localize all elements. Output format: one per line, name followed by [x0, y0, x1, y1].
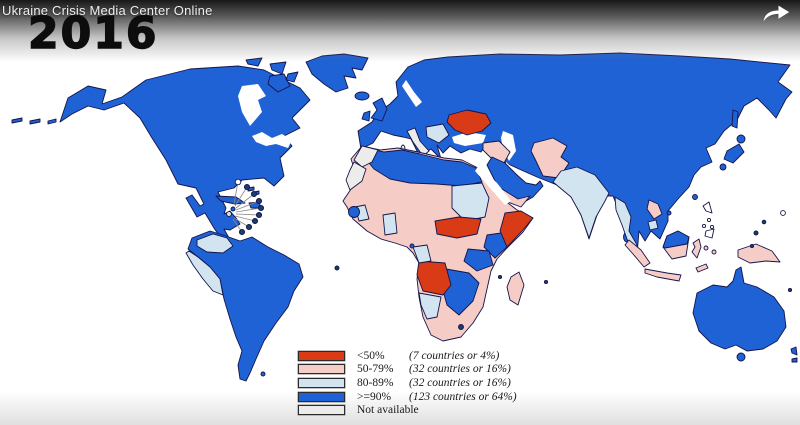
- legend-swatch-ge90: [298, 391, 345, 402]
- region-aleutians: [11, 117, 57, 125]
- legend-label: 80-89%: [357, 376, 394, 389]
- pacific-island-1: [753, 230, 759, 236]
- legend-swatch-50-79: [298, 364, 345, 375]
- region-senegal: [348, 206, 360, 218]
- island-markers: [238, 183, 265, 236]
- region-mauritius: [543, 279, 549, 285]
- region-ukraine: [446, 109, 492, 136]
- region-kenya: [483, 232, 508, 259]
- region-cape-verde: [334, 265, 340, 271]
- region-hainan: [666, 210, 672, 216]
- region-iceland: [354, 91, 370, 101]
- pacific-island-3: [749, 243, 755, 249]
- region-new-guinea: [737, 243, 781, 264]
- region-western-sahara: [345, 161, 367, 191]
- region-equatorial-guinea: [409, 243, 415, 249]
- region-australia: [692, 266, 787, 352]
- region-sudan: [451, 182, 490, 222]
- legend-row: >=90% (123 countries or 64%): [298, 390, 517, 404]
- region-somalia: [499, 210, 534, 248]
- legend-swatch-na: [298, 405, 345, 416]
- legend-label: 50-79%: [357, 363, 394, 376]
- legend-row: 50-79% (32 countries or 16%): [298, 363, 517, 377]
- region-tanzania: [463, 248, 494, 272]
- legend-detail: (32 countries or 16%): [409, 363, 511, 376]
- region-angola: [416, 260, 452, 296]
- share-arrow-icon: [763, 5, 790, 22]
- region-kyushu: [719, 163, 727, 171]
- region-java: [644, 268, 682, 282]
- region-falklands: [260, 371, 266, 377]
- region-madagascar: [506, 271, 525, 306]
- region-sumatra: [624, 239, 651, 268]
- red-sea: [475, 165, 511, 205]
- great-lakes: [252, 132, 292, 148]
- region-hokkaido: [736, 134, 746, 144]
- region-peru: [185, 250, 224, 296]
- region-north-africa: [363, 147, 483, 187]
- legend-row: Not available: [298, 403, 517, 417]
- region-tasmania: [736, 352, 746, 362]
- region-gabon-congo: [412, 244, 432, 264]
- legend-detail: (123 countries or 64%): [409, 390, 517, 403]
- pacific-island-2: [761, 219, 767, 225]
- region-arctic-islands: [245, 57, 299, 93]
- region-venezuela: [196, 233, 234, 254]
- region-philippines: [701, 201, 715, 239]
- hudson-bay: [238, 84, 266, 126]
- region-jamaica: [230, 206, 236, 212]
- region-comoros: [497, 274, 503, 280]
- year-label: 2016: [27, 7, 159, 60]
- region-namibia: [418, 292, 442, 320]
- pacific-island-4: [787, 287, 793, 293]
- region-italy: [406, 127, 430, 157]
- legend-label: >=90%: [357, 390, 392, 403]
- region-sakhalin: [731, 109, 739, 129]
- region-south-sudan-car: [434, 216, 482, 239]
- baltic-sea: [402, 80, 422, 107]
- share-button[interactable]: [762, 3, 790, 23]
- legend-row: <50% (7 countries or 4%): [298, 349, 517, 363]
- region-taiwan: [692, 194, 698, 200]
- pacific-island-open: [780, 210, 786, 216]
- region-india: [552, 166, 610, 239]
- region-cambodia: [647, 219, 659, 231]
- region-lesotho: [458, 324, 464, 330]
- region-south-america: [187, 230, 304, 382]
- region-ghana: [382, 212, 398, 236]
- persian-gulf: [505, 162, 527, 181]
- region-moluccas-1: [703, 245, 709, 251]
- region-belize: [226, 211, 232, 217]
- region-malaysia-north-borneo: [662, 230, 690, 249]
- region-honshu: [723, 143, 745, 164]
- region-ireland: [361, 110, 371, 122]
- black-sea: [452, 132, 486, 146]
- region-uk: [370, 97, 388, 122]
- region-north-america: [59, 65, 311, 249]
- legend-label: <50%: [357, 349, 385, 362]
- map-legend: <50% (7 countries or 4%) 50-79% (32 coun…: [298, 349, 517, 417]
- island-marker-open: [234, 178, 242, 186]
- video-title[interactable]: Ukraine Crisis Media Center Online: [2, 3, 213, 18]
- region-laos: [646, 199, 663, 220]
- region-timor: [695, 263, 709, 273]
- region-greenland: [305, 53, 369, 93]
- legend-swatch-lt50: [298, 350, 345, 361]
- region-moluccas-2: [711, 249, 717, 255]
- caspian-sea: [501, 131, 516, 161]
- legend-row: 80-89% (32 countries or 16%): [298, 376, 517, 390]
- region-sulawesi: [691, 238, 702, 259]
- region-morocco: [353, 145, 379, 168]
- region-arabia: [486, 156, 544, 206]
- region-balkans: [425, 123, 450, 144]
- legend-detail: (32 countries or 16%): [409, 376, 511, 389]
- legend-label: Not available: [357, 404, 419, 417]
- legend-detail: (7 countries or 4%): [409, 349, 500, 362]
- region-new-zealand: [790, 346, 798, 363]
- legend-swatch-80-89: [298, 377, 345, 388]
